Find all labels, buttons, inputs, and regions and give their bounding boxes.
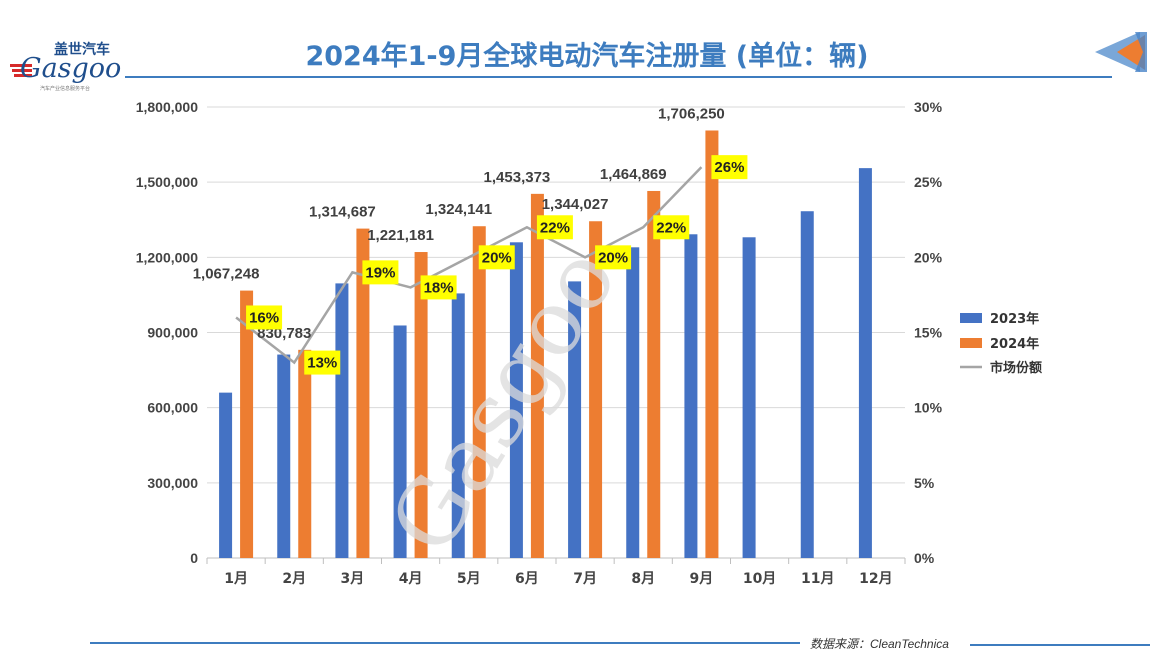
category-label: 6月 (515, 571, 539, 587)
share-label: 26% (714, 159, 744, 176)
data-label-2024: 1,314,687 (309, 204, 376, 221)
data-label-2024: 1,324,141 (425, 201, 492, 218)
category-label: 12月 (859, 571, 892, 587)
bar-2023 (219, 392, 233, 558)
source-note: 数据来源：CleanTechnica (810, 637, 949, 651)
share-label: 20% (482, 249, 512, 266)
right-axis-tick-label: 0% (914, 550, 935, 566)
share-label-box (711, 155, 748, 180)
legend-swatch-2023 (960, 313, 982, 323)
legend-label: 2024年 (990, 336, 1039, 352)
category-label: 8月 (631, 571, 655, 587)
bar-2023 (451, 293, 465, 558)
share-label-box (536, 215, 573, 240)
legend-label: 市场份额 (990, 360, 1042, 376)
arrow-decoration-icon (1095, 30, 1155, 75)
bar-2024 (705, 130, 719, 559)
svg-text:汽车产业信息服务平台: 汽车产业信息服务平台 (40, 85, 90, 92)
right-axis-tick-label: 20% (914, 249, 943, 265)
footer-divider (90, 642, 800, 644)
bar-2023 (684, 234, 698, 558)
bar-2023 (858, 168, 872, 558)
share-label: 20% (598, 249, 628, 266)
category-label: 1月 (224, 571, 248, 587)
share-label-box (653, 215, 690, 240)
bar-2023 (335, 283, 349, 558)
category-label: 10月 (743, 571, 776, 587)
bar-2023 (800, 211, 814, 558)
share-label-box (420, 275, 457, 300)
data-label-2024: 1,464,869 (600, 166, 667, 183)
right-axis-tick-label: 15% (914, 325, 943, 341)
right-axis-tick-label: 5% (914, 475, 935, 491)
right-axis-tick-label: 10% (914, 400, 943, 416)
share-label-box (595, 245, 632, 270)
share-label: 18% (424, 279, 454, 296)
category-label: 7月 (573, 571, 597, 587)
bar-2024 (240, 290, 254, 558)
footer-divider-right (970, 644, 1150, 646)
bar-2023 (277, 354, 291, 558)
data-label-2024: 1,344,027 (542, 196, 609, 213)
category-label: 9月 (690, 571, 714, 587)
svg-text:盖世汽车: 盖世汽车 (54, 41, 110, 58)
data-label-2024: 1,453,373 (484, 169, 551, 186)
right-axis-tick-label: 25% (914, 174, 943, 190)
share-label: 13% (307, 355, 337, 372)
bar-2024 (472, 226, 486, 558)
right-axis-tick-label: 30% (914, 99, 943, 115)
bar-2023 (509, 242, 523, 559)
bar-2023 (393, 325, 407, 558)
bar-2023 (742, 237, 756, 559)
title-divider (125, 76, 1112, 78)
page-title: 2024年1-9月全球电动汽车注册量 (单位：辆) (305, 41, 869, 72)
bar-2024 (414, 252, 428, 559)
bar-2024 (589, 221, 603, 558)
share-label: 22% (540, 219, 570, 236)
legend-swatch-2024 (960, 338, 982, 348)
bar-2023 (568, 281, 582, 558)
left-axis-tick-label: 0 (190, 550, 198, 566)
gasgoo-logo: 盖世汽车 Gasgoo 汽车产业信息服务平台 (8, 38, 133, 94)
share-label-box (478, 245, 515, 270)
category-label: 11月 (801, 571, 834, 587)
share-label: 22% (656, 219, 686, 236)
data-label-2024: 1,221,181 (367, 227, 434, 244)
category-label: 4月 (399, 571, 423, 587)
bar-2024 (298, 349, 312, 558)
category-label: 5月 (457, 571, 481, 587)
share-label-box (362, 260, 399, 285)
left-axis-tick-label: 300,000 (147, 475, 198, 491)
bar-2023 (626, 247, 640, 559)
bar-2024 (356, 228, 370, 558)
left-axis-tick-label: 600,000 (147, 400, 198, 416)
share-label: 16% (249, 309, 279, 326)
svg-text:Gasgoo: Gasgoo (20, 53, 121, 84)
data-label-2024: 1,706,250 (658, 105, 725, 122)
left-axis-tick-label: 1,800,000 (136, 99, 198, 115)
bar-2024 (647, 190, 661, 558)
left-axis-tick-label: 900,000 (147, 325, 198, 341)
share-label-box (304, 350, 341, 375)
share-label-box (246, 305, 283, 330)
legend-label: 2023年 (990, 311, 1039, 327)
bar-2024 (530, 193, 544, 559)
share-label: 19% (365, 264, 395, 281)
data-label-2024: 1,067,248 (193, 266, 260, 283)
category-label: 2月 (282, 571, 306, 587)
category-label: 3月 (341, 571, 365, 587)
left-axis-tick-label: 1,500,000 (136, 174, 198, 190)
left-axis-tick-label: 1,200,000 (136, 249, 198, 265)
share-line (235, 166, 703, 365)
